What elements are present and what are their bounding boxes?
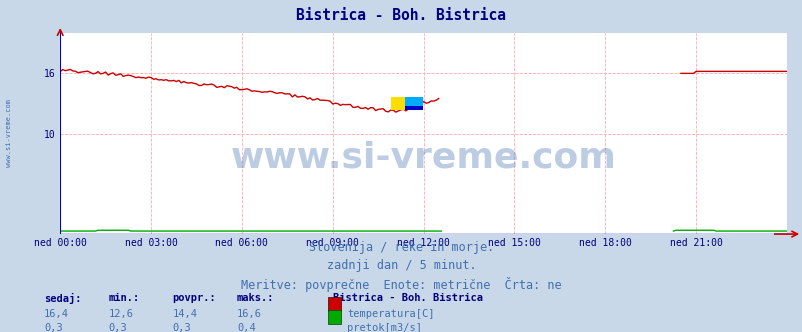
Text: Slovenija / reke in morje.: Slovenija / reke in morje. [309, 241, 493, 254]
Text: www.si-vreme.com: www.si-vreme.com [6, 99, 12, 167]
Text: Bistrica - Boh. Bistrica: Bistrica - Boh. Bistrica [333, 293, 483, 303]
Text: temperatura[C]: temperatura[C] [346, 309, 434, 319]
Text: 0,3: 0,3 [108, 323, 127, 332]
Text: maks.:: maks.: [237, 293, 274, 303]
Text: povpr.:: povpr.: [172, 293, 216, 303]
Text: 16,6: 16,6 [237, 309, 261, 319]
Text: 16,4: 16,4 [44, 309, 69, 319]
Text: 12,6: 12,6 [108, 309, 133, 319]
Text: 14,4: 14,4 [172, 309, 197, 319]
Text: sedaj:: sedaj: [44, 293, 82, 304]
Text: 0,3: 0,3 [172, 323, 191, 332]
Text: min.:: min.: [108, 293, 140, 303]
Text: 0,4: 0,4 [237, 323, 255, 332]
Text: www.si-vreme.com: www.si-vreme.com [230, 141, 616, 175]
Text: 0,3: 0,3 [44, 323, 63, 332]
Bar [405, 98, 423, 106]
Text: Bistrica - Boh. Bistrica: Bistrica - Boh. Bistrica [296, 8, 506, 23]
Bar [391, 98, 419, 110]
Bar [405, 106, 423, 110]
Text: zadnji dan / 5 minut.: zadnji dan / 5 minut. [326, 259, 476, 272]
Text: Meritve: povprečne  Enote: metrične  Črta: ne: Meritve: povprečne Enote: metrične Črta:… [241, 277, 561, 292]
Text: pretok[m3/s]: pretok[m3/s] [346, 323, 421, 332]
